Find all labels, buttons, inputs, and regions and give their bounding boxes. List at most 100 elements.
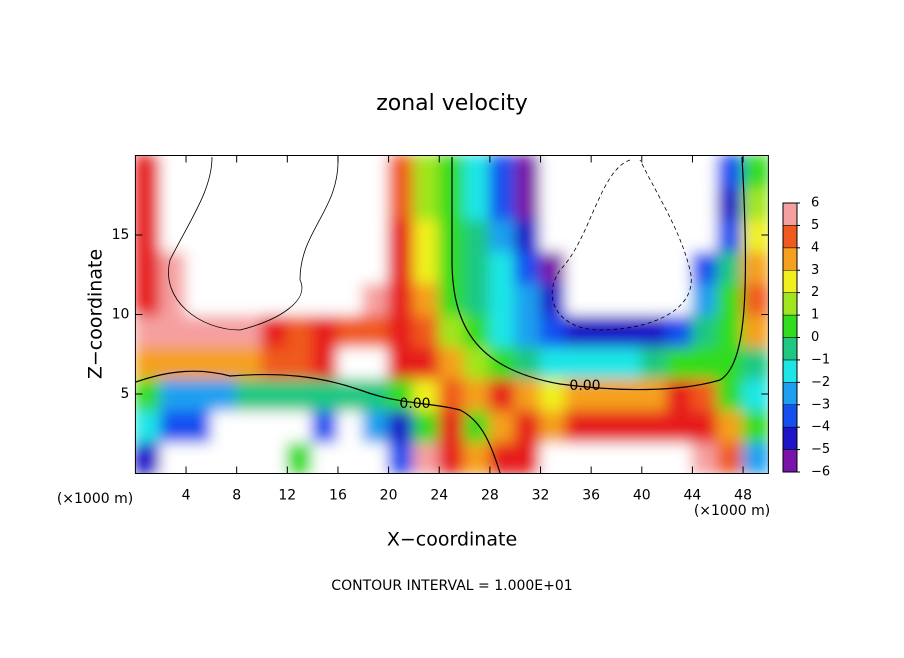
cell [666, 377, 694, 411]
y-tick-label: 5 [120, 386, 129, 402]
cell [564, 377, 593, 411]
cell [159, 345, 188, 380]
cell [438, 377, 466, 411]
cell [412, 345, 441, 380]
cell [488, 408, 517, 443]
cell [185, 345, 213, 380]
cells [135, 155, 769, 474]
cell [615, 313, 643, 348]
cell [691, 155, 719, 189]
cell [742, 408, 769, 443]
cell [716, 249, 745, 284]
cell [286, 440, 314, 474]
cell [286, 186, 314, 221]
cell [590, 249, 618, 284]
cell [159, 218, 188, 252]
cell [590, 281, 618, 316]
cell [742, 249, 769, 284]
contour-line [551, 159, 692, 331]
cell [235, 345, 263, 380]
cell [488, 377, 517, 411]
cell [640, 440, 669, 474]
cell [742, 440, 769, 474]
cell [311, 313, 339, 348]
colorbar-band [782, 270, 798, 293]
cell [716, 218, 745, 252]
cell [412, 249, 441, 284]
colorbar-band [782, 202, 798, 226]
cell [135, 186, 162, 221]
cell [362, 186, 390, 221]
cell [463, 155, 491, 189]
contour-line [135, 370, 501, 474]
cell [235, 218, 263, 252]
cell [362, 155, 390, 189]
colorbar-band [782, 292, 798, 316]
cell [514, 281, 542, 316]
cell [514, 408, 542, 443]
cell [590, 313, 618, 348]
cell [615, 218, 643, 252]
cell [640, 313, 669, 348]
cell [210, 249, 238, 284]
colorbar-band [782, 359, 798, 383]
cell [615, 440, 643, 474]
colorbar-tick-label: −1 [811, 352, 830, 367]
cell [135, 313, 162, 348]
x-axis-label: X−coordinate [387, 529, 517, 551]
cell [311, 281, 339, 316]
colorbar-tick-label: 1 [811, 308, 819, 323]
cell [261, 186, 289, 221]
cell [564, 155, 593, 189]
cell [387, 281, 415, 316]
x-tick-label: 28 [481, 488, 499, 504]
cell [235, 313, 263, 348]
cell [438, 440, 466, 474]
cell [185, 249, 213, 284]
contour-line [451, 156, 747, 391]
cell [691, 345, 719, 380]
x-tick-label: 12 [278, 488, 296, 504]
cell [463, 281, 491, 316]
cell [185, 186, 213, 221]
cell [261, 408, 289, 443]
cell [135, 249, 162, 284]
cell [387, 186, 415, 221]
footer: CONTOUR INTERVAL = 1.000E+01 [331, 578, 572, 594]
colorbar-frame [782, 202, 798, 473]
colorbar-tick-label: −5 [811, 442, 830, 457]
colorbar-band [782, 314, 798, 338]
cell [564, 345, 593, 380]
cell [615, 281, 643, 316]
cell [362, 281, 390, 316]
cell [336, 408, 365, 443]
cell [311, 155, 339, 189]
cell [412, 313, 441, 348]
cell [640, 345, 669, 380]
cell [135, 155, 162, 189]
cell [412, 218, 441, 252]
cell [336, 281, 365, 316]
x-tick-label: 20 [380, 488, 398, 504]
cell [362, 313, 390, 348]
cell [210, 218, 238, 252]
cell [564, 281, 593, 316]
cell [336, 377, 365, 411]
cell [235, 155, 263, 189]
cell [261, 440, 289, 474]
cell [286, 281, 314, 316]
cell [261, 249, 289, 284]
cell [640, 155, 669, 189]
cell [640, 408, 669, 443]
cell [488, 345, 517, 380]
cell [514, 218, 542, 252]
cell [463, 345, 491, 380]
cell [564, 440, 593, 474]
x-tick-label: 32 [532, 488, 550, 504]
cell [539, 408, 567, 443]
cell [387, 377, 415, 411]
field [135, 155, 769, 474]
cell [261, 155, 289, 189]
cell [716, 345, 745, 380]
cell [742, 313, 769, 348]
